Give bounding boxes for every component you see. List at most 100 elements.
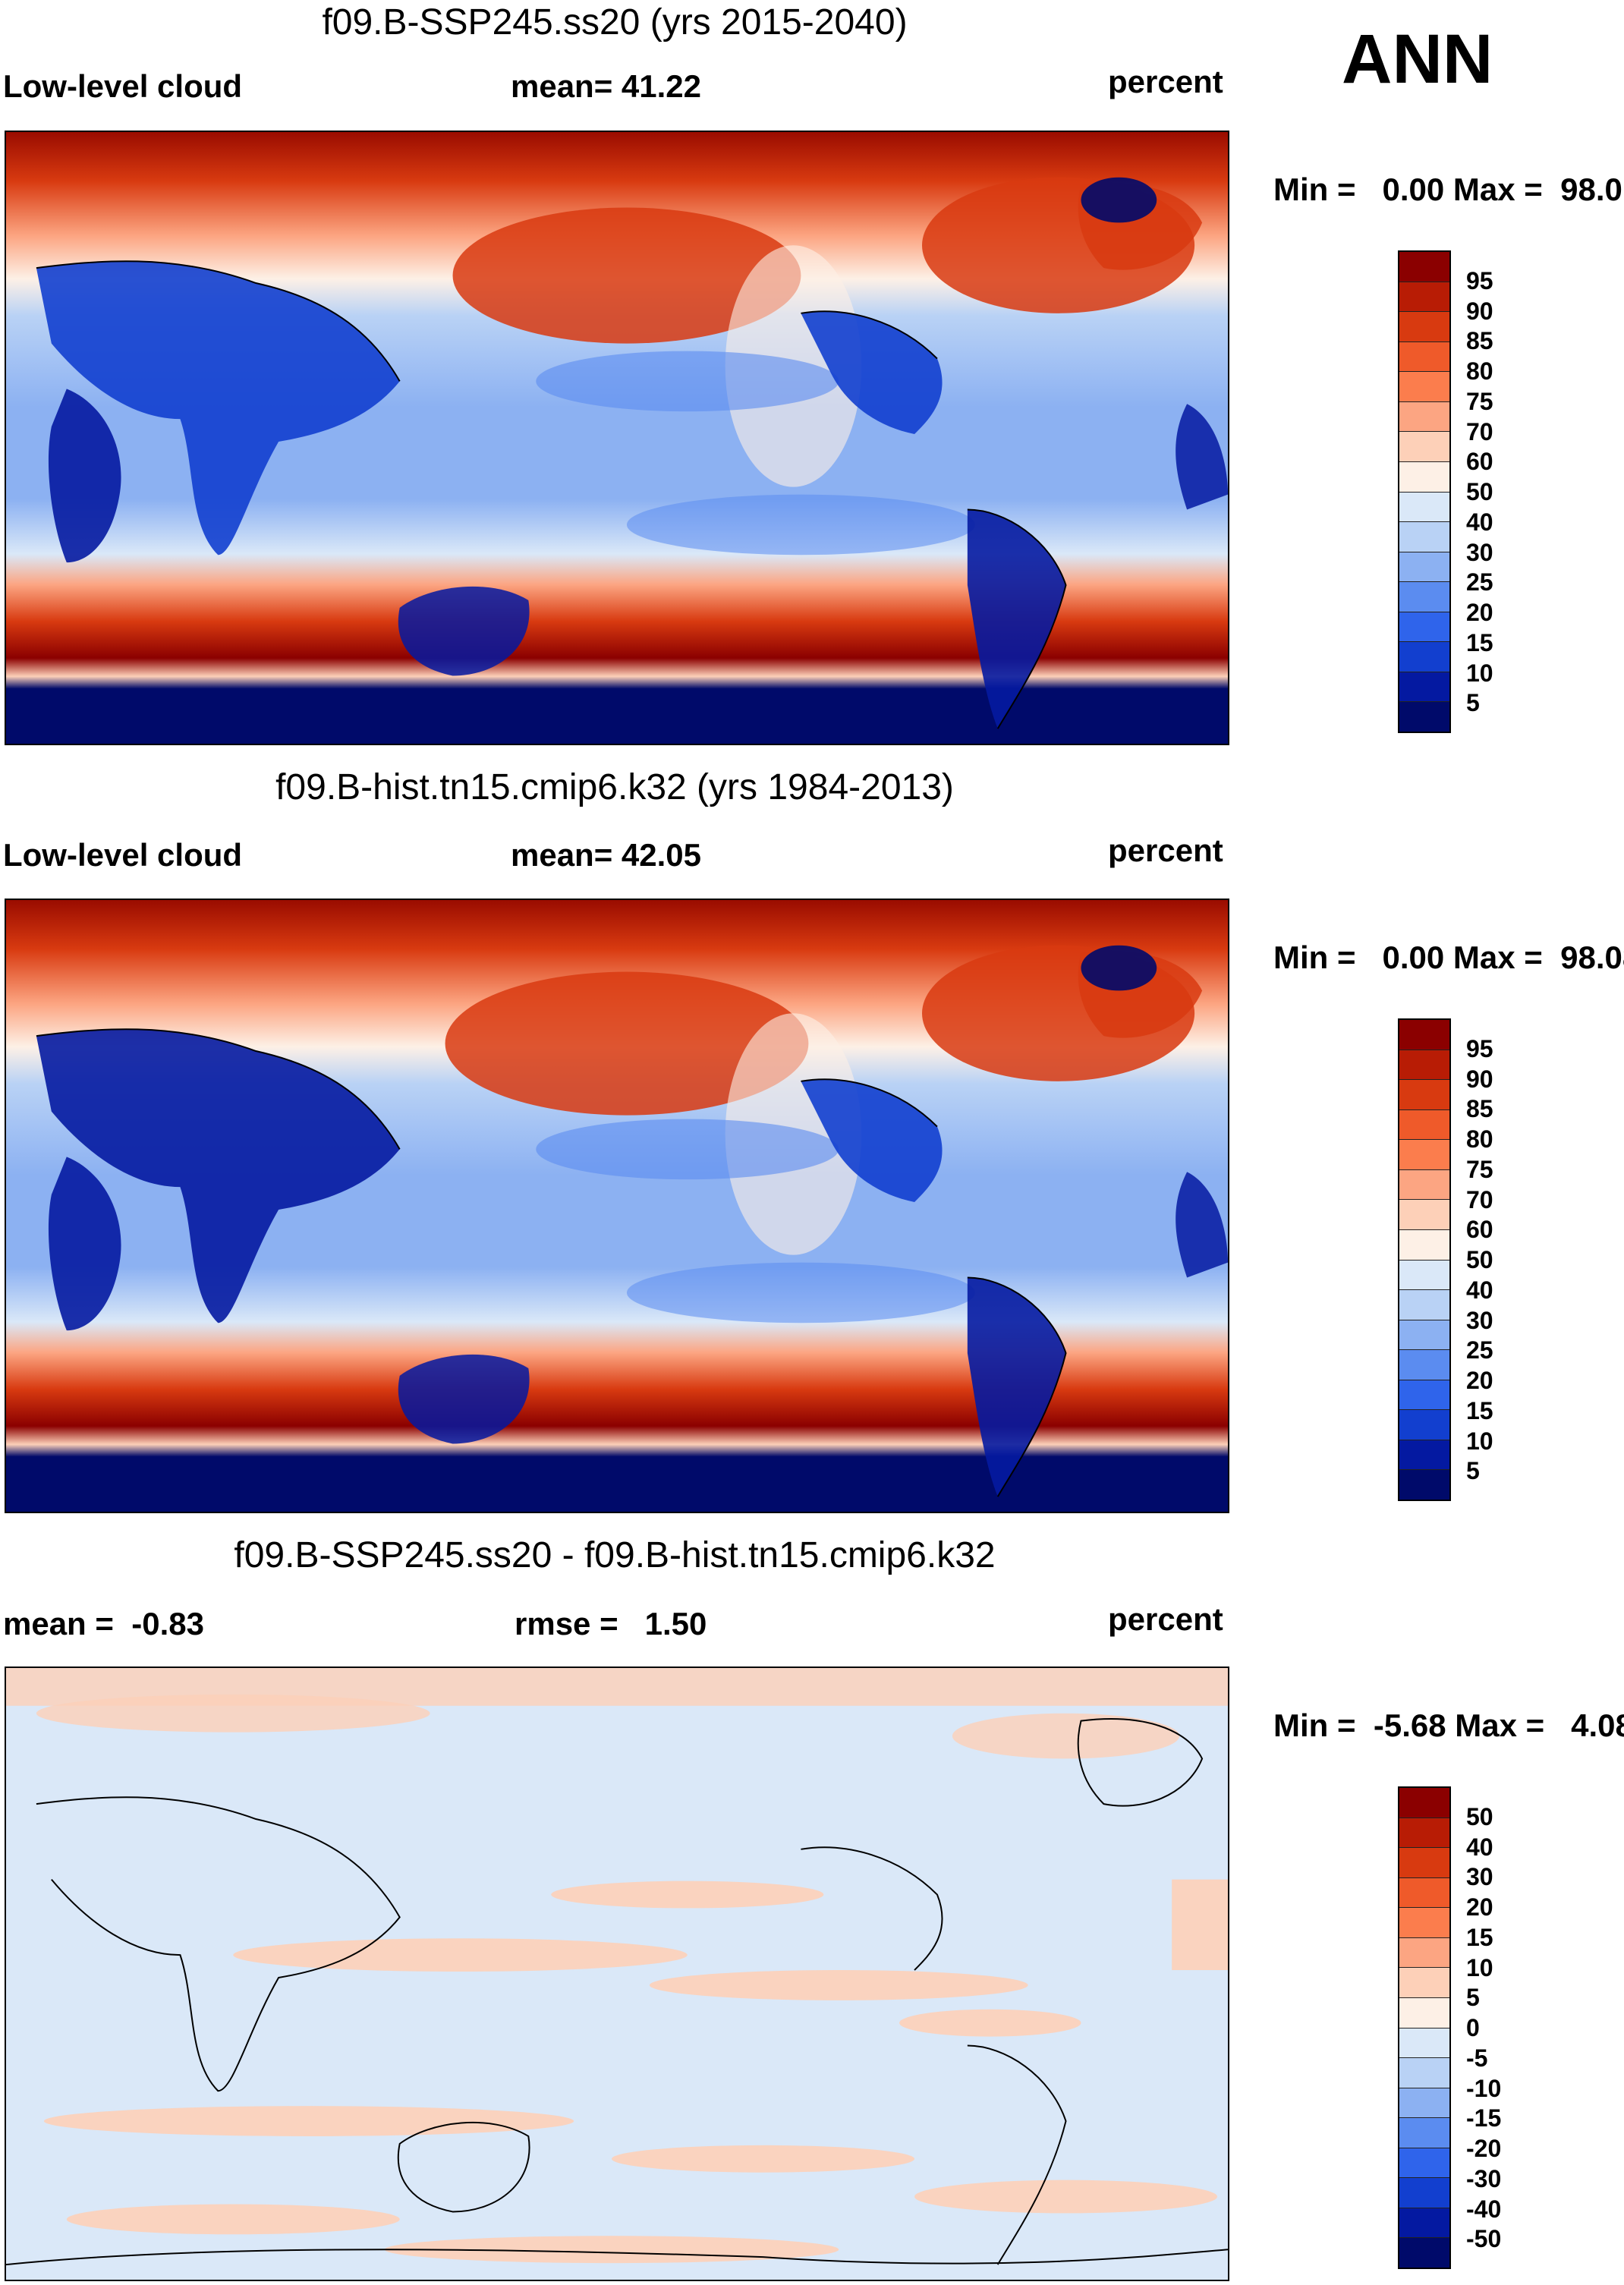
colorbar-swatch [1399,1229,1449,1261]
colorbar-tick: 80 [1466,357,1493,385]
colorbar-tick: 5 [1466,1457,1480,1485]
colorbar-tick: 90 [1466,1065,1493,1093]
colorbar-tick: 50 [1466,1246,1493,1273]
colorbar-swatch [1399,1440,1449,1471]
colorbar-tick: -40 [1466,2195,1502,2223]
colorbar-swatch [1399,612,1449,643]
colorbar-swatch [1399,461,1449,493]
colorbar-tick: 20 [1466,1367,1493,1394]
cloud-field-map-1 [6,132,1228,744]
colorbar-tick: 15 [1466,1396,1493,1424]
colorbar-swatch [1399,1350,1449,1380]
panel-1-field-label: Low-level cloud [3,68,243,104]
panel-2-title: f09.B-hist.tn15.cmip6.k32 (yrs 1984-2013… [275,767,954,807]
colorbar-swatch [1399,1050,1449,1081]
colorbar-tick: 5 [1466,1984,1480,2012]
colorbar-swatch [1399,1908,1449,1938]
colorbar-swatch [1399,1968,1449,1998]
colorbar-swatch [1399,1020,1449,1050]
colorbar-swatch [1399,1320,1449,1351]
colorbar-tick: 20 [1466,599,1493,626]
colorbar-tick: 80 [1466,1125,1493,1153]
colorbar-tick: -50 [1466,2225,1502,2253]
colorbar-swatch [1399,642,1449,672]
panel-1-colorbar-ticks: 95 90 85 80 75 70 60 50 40 30 25 20 15 1… [1466,250,1527,733]
colorbar-swatch [1399,341,1449,373]
colorbar-swatch [1399,1380,1449,1411]
colorbar-swatch [1399,2058,1449,2088]
panel-2-field-label: Low-level cloud [3,837,243,873]
colorbar-swatch [1399,1169,1449,1201]
colorbar-swatch [1399,2088,1449,2119]
colorbar-tick: 25 [1466,568,1493,596]
panel-2-map [5,899,1229,1513]
colorbar-tick: 30 [1466,1863,1493,1891]
colorbar-swatch [1399,2148,1449,2179]
colorbar-swatch [1399,1109,1449,1141]
colorbar-swatch [1399,2118,1449,2148]
colorbar-swatch [1399,672,1449,703]
panel-3-title: f09.B-SSP245.ss20 - f09.B-hist.tn15.cmip… [234,1535,996,1575]
panel-2-minmax-label: Min = 0.00 Max = 98.08 [1273,939,1624,975]
colorbar-tick: 50 [1466,1802,1493,1830]
colorbar-swatch [1399,401,1449,433]
panel-1-title: f09.B-SSP245.ss20 (yrs 2015-2040) [322,2,908,42]
colorbar-tick: 5 [1466,689,1480,717]
panel-1-map [5,131,1229,745]
colorbar-swatch [1399,312,1449,342]
colorbar-tick: 75 [1466,387,1493,415]
colorbar-swatch [1399,552,1449,583]
colorbar-swatch [1399,2238,1449,2268]
colorbar-tick: -5 [1466,2044,1488,2072]
colorbar-tick: 15 [1466,1923,1493,1951]
colorbar-swatch [1399,522,1449,552]
colorbar-tick: 0 [1466,2014,1480,2041]
panel-3-units-label: percent [1108,1601,1223,1637]
panel-2-colorbar [1398,1018,1451,1501]
colorbar-swatch [1399,1410,1449,1440]
colorbar-swatch [1399,2028,1449,2059]
colorbar-swatch [1399,1200,1449,1230]
colorbar-tick: -20 [1466,2135,1502,2162]
panel-3-colorbar-ticks: 50 40 30 20 15 10 5 0 -5 -10 -15 -20 -30… [1466,1786,1527,2269]
colorbar-tick: 10 [1466,659,1493,687]
difference-map [6,1668,1228,2280]
colorbar-tick: 60 [1466,448,1493,476]
season-label: ANN [1342,20,1493,98]
colorbar-swatch [1399,1080,1449,1110]
colorbar-swatch [1399,432,1449,462]
colorbar-swatch [1399,1290,1449,1320]
panel-3-mean-label: mean = -0.83 [3,1606,204,1641]
colorbar-tick: 70 [1466,417,1493,445]
colorbar-swatch [1399,1937,1449,1969]
colorbar-tick: 60 [1466,1216,1493,1244]
colorbar-swatch [1399,492,1449,523]
panel-3-colorbar [1398,1786,1451,2269]
colorbar-tick: 50 [1466,478,1493,505]
cloud-field-map-2 [6,900,1228,1512]
panel-1-colorbar [1398,250,1451,733]
colorbar-tick: -10 [1466,2074,1502,2102]
colorbar-swatch [1399,1788,1449,1818]
colorbar-swatch [1399,1260,1449,1291]
colorbar-swatch [1399,582,1449,612]
colorbar-tick: 40 [1466,1833,1493,1861]
colorbar-tick: 25 [1466,1336,1493,1364]
panel-2-units-label: percent [1108,832,1223,868]
colorbar-tick: 30 [1466,1306,1493,1334]
colorbar-swatch [1399,252,1449,282]
colorbar-tick: 85 [1466,1095,1493,1123]
panel-3-minmax-label: Min = -5.68 Max = 4.08 [1273,1707,1624,1743]
colorbar-tick: 20 [1466,1893,1493,1921]
panel-3-map [5,1667,1229,2281]
colorbar-swatch [1399,1848,1449,1878]
colorbar-tick: 85 [1466,327,1493,355]
colorbar-tick: 90 [1466,297,1493,325]
colorbar-swatch [1399,1997,1449,2028]
colorbar-tick: 40 [1466,508,1493,536]
panel-1-units-label: percent [1108,64,1223,99]
colorbar-tick: 10 [1466,1953,1493,1981]
colorbar-tick: 15 [1466,628,1493,656]
colorbar-tick: 95 [1466,1034,1493,1062]
colorbar-tick: 30 [1466,538,1493,566]
